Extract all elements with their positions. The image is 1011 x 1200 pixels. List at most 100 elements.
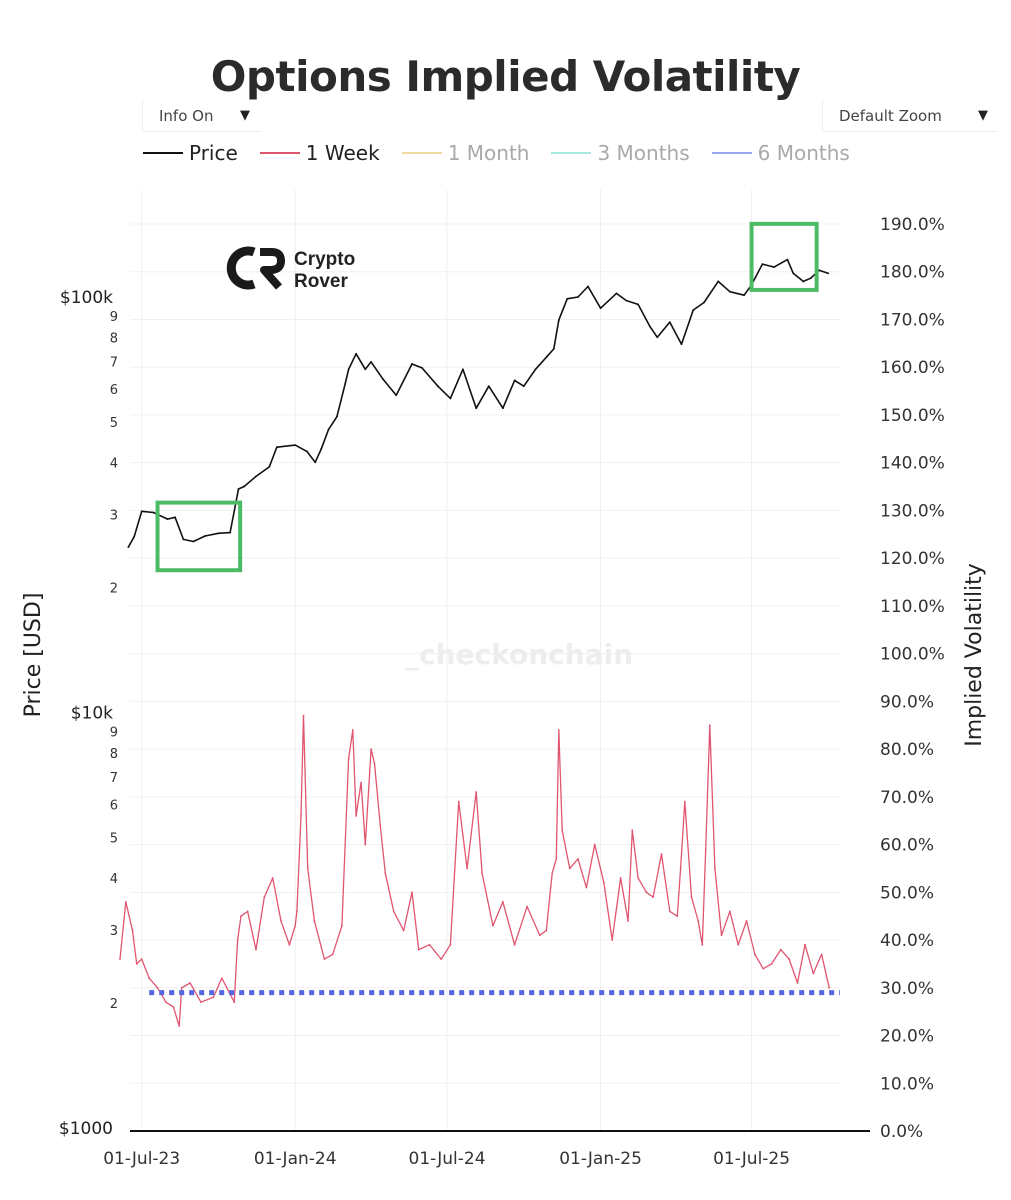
data-point: [461, 368, 464, 371]
data-point: [379, 824, 382, 827]
data-point: [268, 466, 271, 468]
data-point: [555, 858, 558, 860]
y-right-tick-label: 180.0%: [880, 263, 945, 283]
legend-item-6-months[interactable]: 6 Months: [711, 141, 850, 165]
data-point: [773, 266, 775, 269]
y-right-tick-label: 0.0%: [880, 1122, 923, 1142]
data-point: [323, 958, 326, 961]
data-point: [568, 867, 571, 870]
data-point: [770, 963, 773, 965]
grid-lines: [130, 190, 840, 1132]
y-left-major-tick-label: $10k: [71, 704, 113, 724]
y-right-tick-label: 70.0%: [880, 788, 934, 808]
legend-item-1-month[interactable]: 1 Month: [401, 141, 529, 165]
data-point: [552, 348, 555, 350]
data-point: [449, 397, 452, 400]
y-left-minor-tick-label: 8: [110, 747, 118, 762]
data-point: [566, 297, 569, 300]
x-axis-ticks: 01-Jul-23 01-Jan-24 01-Jul-24 01-Jan-25 01-J…: [103, 1149, 790, 1169]
data-point: [347, 757, 350, 760]
data-point: [411, 891, 413, 894]
data-point: [124, 900, 127, 903]
data-point: [683, 800, 686, 803]
data-point: [697, 920, 700, 922]
data-point: [804, 943, 806, 946]
y-left-minor-tick-label: 3: [110, 924, 118, 939]
y-left-minor-tick-label: 9: [110, 310, 118, 325]
data-point: [255, 475, 257, 478]
series-line-1-week: [119, 715, 830, 1027]
data-point: [237, 488, 240, 490]
series-lines: [119, 258, 831, 1027]
data-point: [133, 535, 136, 538]
data-point: [475, 407, 478, 410]
y-right-tick-label: 120.0%: [880, 549, 945, 569]
info-toggle-label: Info On: [159, 106, 214, 125]
legend-item-1-week[interactable]: 1 Week: [259, 141, 380, 165]
series-line-1-week-points: [119, 714, 831, 1027]
data-point: [679, 867, 682, 870]
data-point: [313, 920, 316, 922]
data-point: [135, 963, 138, 965]
data-point: [534, 368, 537, 371]
data-point: [690, 896, 693, 898]
legend-item-price[interactable]: Price: [143, 141, 238, 165]
data-point: [796, 982, 799, 984]
data-point: [294, 924, 297, 927]
data-point: [148, 977, 151, 980]
data-point: [246, 910, 249, 913]
y-right-tick-label: 90.0%: [880, 692, 934, 712]
data-point: [381, 378, 384, 380]
data-point: [355, 352, 358, 355]
series-line-price: [127, 258, 829, 548]
y-left-minor-tick-label: 5: [110, 416, 118, 431]
data-point: [457, 800, 460, 803]
data-point: [487, 385, 490, 388]
data-point: [189, 982, 191, 984]
data-point: [792, 272, 795, 275]
data-point: [336, 415, 338, 418]
zoom-dropdown[interactable]: Default Zoom ▼: [822, 100, 998, 132]
data-point: [240, 915, 242, 918]
data-point: [355, 815, 358, 817]
info-toggle-dropdown[interactable]: Info On ▼: [142, 100, 262, 132]
data-point: [370, 360, 373, 363]
watermark-text: _checkonchain: [405, 638, 633, 671]
data-point: [625, 299, 628, 302]
data-point: [294, 444, 297, 447]
chart-legend: Price 1 Week 1 Month 3 Months 6 Months: [143, 140, 872, 166]
y-left-minor-tick-label: 9: [110, 726, 118, 741]
data-point: [392, 910, 395, 913]
data-point: [288, 943, 291, 946]
data-point: [320, 448, 322, 451]
data-point: [300, 815, 302, 817]
data-point: [180, 986, 183, 989]
data-point: [631, 829, 634, 832]
y-right-tick-label: 40.0%: [880, 931, 934, 951]
data-point: [652, 896, 655, 898]
y-right-tick-label: 130.0%: [880, 501, 945, 521]
data-point: [713, 867, 716, 870]
data-point: [761, 263, 764, 266]
data-point: [602, 881, 605, 884]
data-point: [538, 934, 541, 937]
data-point: [302, 714, 305, 717]
data-point: [344, 382, 347, 385]
data-point: [411, 363, 413, 365]
data-point: [449, 943, 452, 946]
data-point: [615, 292, 618, 295]
data-point: [820, 953, 823, 956]
data-point: [656, 336, 659, 339]
data-point: [637, 877, 639, 879]
data-point: [140, 958, 143, 961]
data-point: [779, 948, 782, 951]
legend-item-3-months[interactable]: 3 Months: [551, 141, 690, 165]
data-point: [599, 307, 602, 310]
data-point: [152, 511, 155, 514]
data-point: [305, 450, 308, 453]
x-tick-label: 01-Jul-25: [713, 1149, 790, 1169]
data-point: [347, 368, 350, 371]
data-point: [754, 953, 756, 956]
data-point: [743, 294, 745, 297]
